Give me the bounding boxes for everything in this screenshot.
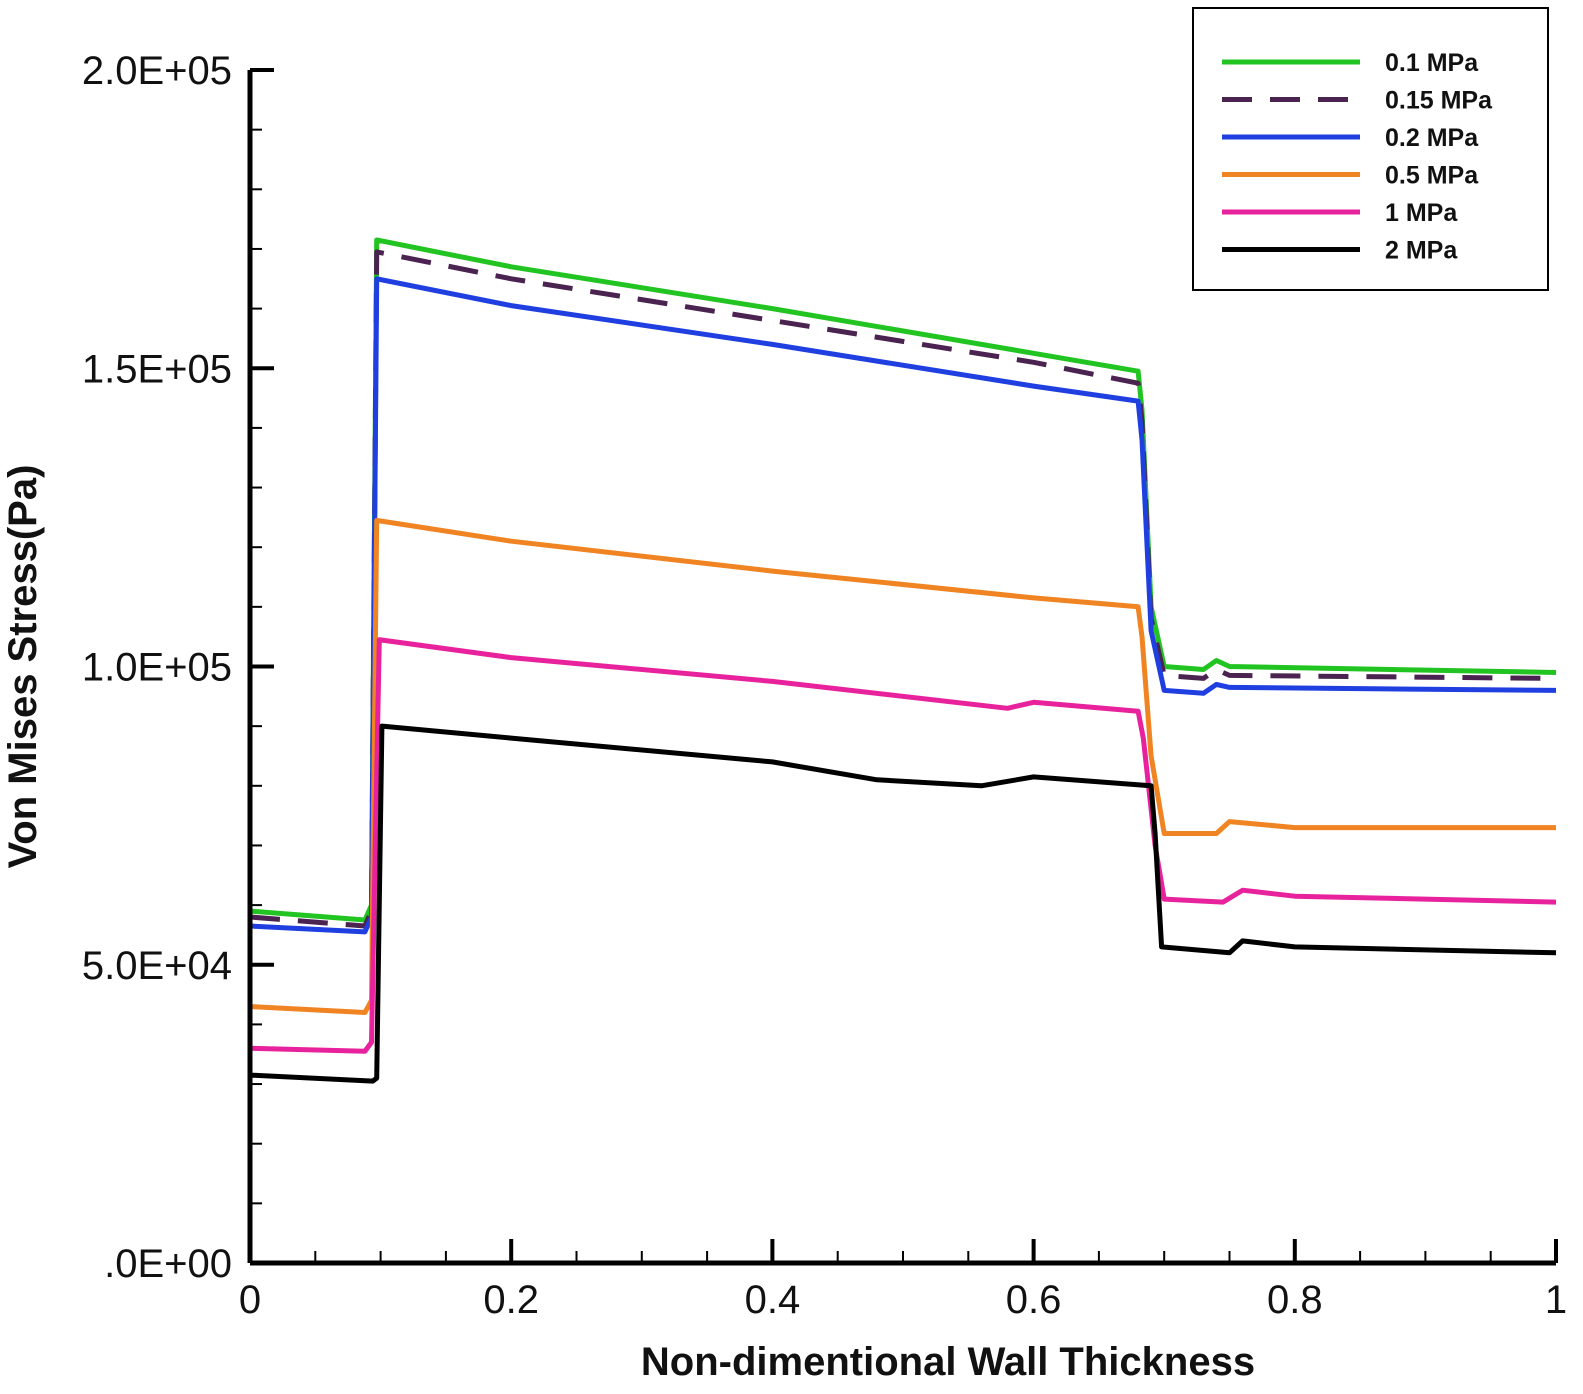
legend-label: 0.15 MPa — [1385, 87, 1493, 115]
y-tick-label: 1.5E+05 — [82, 347, 232, 391]
y-tick-label: 1.0E+05 — [82, 646, 232, 690]
y-axis-title: Von Mises Stress(Pa) — [1, 465, 45, 869]
legend-label: 0.2 MPa — [1385, 124, 1479, 152]
y-tick-label: .0E+00 — [104, 1242, 232, 1286]
series-line-5 — [249, 723, 1557, 1084]
legend-box — [1192, 7, 1549, 291]
series-line-4 — [249, 637, 1557, 1054]
legend-label: 0.5 MPa — [1385, 162, 1479, 190]
legend-label: 2 MPa — [1385, 237, 1458, 265]
series-line-1 — [249, 249, 1557, 929]
y-tick-label: 5.0E+04 — [82, 944, 232, 988]
x-axis-title: Non-dimentional Wall Thickness — [641, 1340, 1255, 1384]
axes: 0 0.2 0.4 0.6 0.8 1 .0E+00 5.0E+04 1.0E+05 1.5E+0… — [82, 49, 1567, 1322]
x-tick-label: 0.2 — [483, 1278, 539, 1322]
series-line-3 — [249, 517, 1556, 1015]
legend: 0.1 MPa 0.15 MPa 0.2 MPa 0.5 MPa 1 MPa 2 MPa — [1192, 7, 1549, 291]
series-layer — [249, 237, 1557, 1084]
legend-label: 0.1 MPa — [1385, 49, 1479, 77]
x-tick-label: 1 — [1545, 1278, 1567, 1322]
x-tick-label: 0.8 — [1267, 1278, 1323, 1322]
x-tick-label: 0 — [239, 1278, 261, 1322]
x-tick-label: 0.4 — [745, 1278, 801, 1322]
x-tick-label: 0.6 — [1006, 1278, 1062, 1322]
y-tick-label: 2.0E+05 — [82, 49, 232, 93]
legend-label: 1 MPa — [1385, 199, 1458, 227]
series-line-2 — [249, 276, 1557, 935]
